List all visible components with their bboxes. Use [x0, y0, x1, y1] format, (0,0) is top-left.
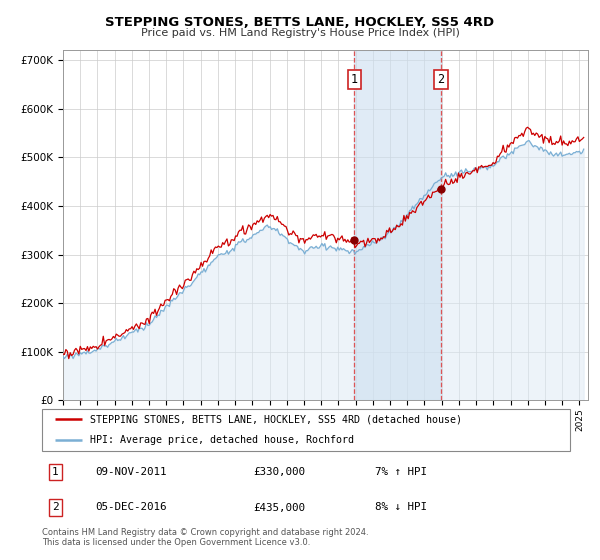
Text: 09-NOV-2011: 09-NOV-2011: [95, 467, 166, 477]
Text: 1: 1: [350, 73, 358, 86]
Text: STEPPING STONES, BETTS LANE, HOCKLEY, SS5 4RD (detached house): STEPPING STONES, BETTS LANE, HOCKLEY, SS…: [89, 414, 461, 424]
Text: Contains HM Land Registry data © Crown copyright and database right 2024.
This d: Contains HM Land Registry data © Crown c…: [42, 528, 368, 547]
Text: 7% ↑ HPI: 7% ↑ HPI: [374, 467, 427, 477]
FancyBboxPatch shape: [42, 409, 570, 451]
Text: 8% ↓ HPI: 8% ↓ HPI: [374, 502, 427, 512]
Text: £435,000: £435,000: [253, 502, 305, 512]
Text: £330,000: £330,000: [253, 467, 305, 477]
Text: 2: 2: [52, 502, 59, 512]
Text: 2: 2: [437, 73, 445, 86]
Text: Price paid vs. HM Land Registry's House Price Index (HPI): Price paid vs. HM Land Registry's House …: [140, 28, 460, 38]
Text: HPI: Average price, detached house, Rochford: HPI: Average price, detached house, Roch…: [89, 435, 353, 445]
Text: 05-DEC-2016: 05-DEC-2016: [95, 502, 166, 512]
Text: 1: 1: [52, 467, 59, 477]
Text: STEPPING STONES, BETTS LANE, HOCKLEY, SS5 4RD: STEPPING STONES, BETTS LANE, HOCKLEY, SS…: [106, 16, 494, 29]
Bar: [354, 50, 441, 400]
